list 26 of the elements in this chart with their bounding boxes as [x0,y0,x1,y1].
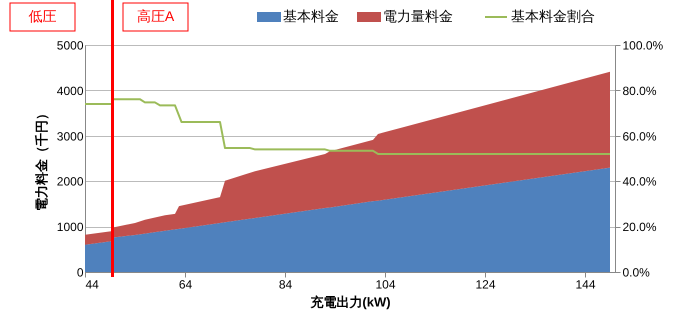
x-tick-label: 44 [86,278,100,292]
y-tick-label: 5000 [56,38,84,52]
y2-tick-label: 0.0% [622,266,650,280]
x-tick-label: 104 [375,278,396,292]
y-axis-title: 電力料金（千円） [34,107,49,211]
y-tick-label: 1000 [56,220,84,234]
legend-label: 電力量料金 [383,8,453,24]
x-tick-label: 84 [278,278,292,292]
y2-tick-label: 60.0% [622,129,657,144]
text: 高圧A [136,8,175,24]
y-tick-label: 3000 [56,129,84,144]
x-tick-label: 124 [475,278,496,292]
line-series [84,98,611,155]
y2-tick-label: 100.0% [622,38,664,52]
x-axis-title: 充電出力(kW) [309,294,391,310]
legend-label: 基本料金割合 [511,8,595,24]
y-tick-label: 4000 [56,84,84,98]
y-tick-label: 0 [76,266,84,280]
x-tick-label: 64 [178,278,192,292]
y2-tick-label: 80.0% [622,84,657,98]
y2-tick-label: 40.0% [622,174,657,189]
x-tick-label: 144 [575,278,596,292]
y2-tick-label: 20.0% [622,220,657,234]
text: 低圧 [28,8,56,24]
legend-label: 基本料金 [283,8,339,24]
y-tick-label: 2000 [56,174,84,189]
